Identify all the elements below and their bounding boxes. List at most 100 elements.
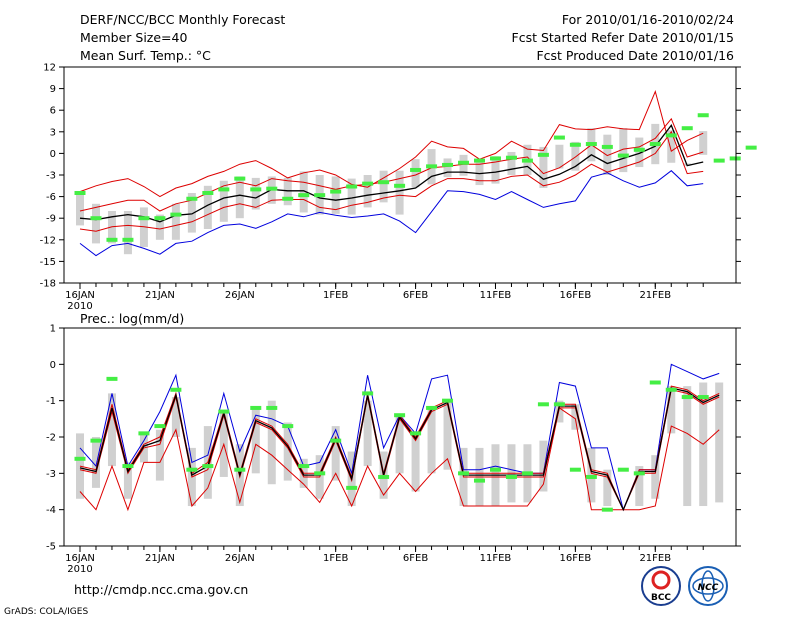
x-tick-label: 21FEB xyxy=(639,290,671,301)
x-tick-label: 16JAN xyxy=(65,290,95,301)
spread-box xyxy=(715,382,724,503)
observed-marker xyxy=(649,380,661,385)
spread-box xyxy=(603,469,612,507)
observed-marker xyxy=(426,164,438,169)
spread-box xyxy=(171,397,180,437)
observed-marker xyxy=(665,133,677,138)
x-tick-label: 16FEB xyxy=(560,290,592,301)
spread-box xyxy=(187,193,196,233)
observed-marker xyxy=(458,160,470,165)
observed-marker xyxy=(474,478,485,483)
produced-date: Fcst Produced Date 2010/01/16 xyxy=(536,48,734,63)
observed-marker xyxy=(314,471,326,476)
observed-marker xyxy=(745,145,757,150)
y-tick-label: -9 xyxy=(46,214,56,225)
observed-marker xyxy=(394,183,406,188)
x-tick-label: 1FEB xyxy=(323,553,348,564)
observed-marker xyxy=(330,189,342,194)
observed-marker xyxy=(426,405,438,410)
spread-box xyxy=(651,455,660,499)
forecast-period: For 2010/01/16-2010/02/24 xyxy=(562,12,734,27)
spread-box xyxy=(395,415,404,474)
observed-marker xyxy=(681,395,693,400)
spread-box xyxy=(76,433,84,499)
x-tick-label: 21JAN xyxy=(145,290,175,301)
observed-marker xyxy=(298,464,310,469)
observed-marker xyxy=(314,193,326,198)
x-tick-label: 26JAN xyxy=(225,553,255,564)
variable-label: Mean Surf. Temp.: °C xyxy=(80,48,211,63)
x-year-label: 2010 xyxy=(67,564,92,575)
spread-box xyxy=(379,170,388,203)
y-tick-label: -18 xyxy=(40,279,56,290)
spread-box xyxy=(459,154,468,176)
observed-marker xyxy=(170,387,182,392)
observed-marker xyxy=(474,158,485,163)
series-ensemble-max xyxy=(79,170,704,257)
observed-marker xyxy=(585,474,597,479)
spread-box xyxy=(251,407,260,474)
bcc-logo: BCC xyxy=(641,566,681,606)
observed-marker xyxy=(537,402,549,407)
observed-marker xyxy=(442,162,454,167)
spread-box xyxy=(443,400,452,470)
x-tick-label: 16FEB xyxy=(560,553,592,564)
observed-marker xyxy=(649,142,661,147)
observed-marker xyxy=(458,471,470,476)
observed-marker xyxy=(633,147,645,152)
y-tick-label: -2 xyxy=(46,433,56,444)
observed-marker xyxy=(505,155,517,160)
observed-marker xyxy=(106,237,118,242)
x-tick-label: 6FEB xyxy=(403,290,428,301)
observed-marker xyxy=(346,184,358,189)
observed-marker xyxy=(410,167,422,172)
spread-box xyxy=(635,137,644,168)
x-tick-label: 11FEB xyxy=(480,553,512,564)
y-tick-label: 0 xyxy=(50,149,56,160)
spread-box xyxy=(331,426,340,481)
spread-box xyxy=(251,177,260,210)
spread-box xyxy=(555,144,564,169)
y-tick-label: -12 xyxy=(40,235,56,246)
y-tick-label: 0 xyxy=(50,360,56,371)
observed-marker xyxy=(74,456,86,461)
spread-box xyxy=(203,185,212,229)
observed-marker xyxy=(250,405,262,410)
y-tick-label: -15 xyxy=(40,257,56,268)
observed-marker xyxy=(505,474,517,479)
observed-marker xyxy=(266,405,278,410)
observed-marker xyxy=(553,402,565,407)
x-tick-label: 11FEB xyxy=(480,290,512,301)
x-tick-label: 21JAN xyxy=(145,553,175,564)
observed-marker xyxy=(601,144,613,149)
observed-marker xyxy=(234,176,246,181)
x-tick-label: 26JAN xyxy=(225,290,255,301)
series-mean-sd xyxy=(79,130,704,232)
spread-box xyxy=(635,466,644,507)
y-tick-label: 6 xyxy=(50,106,56,117)
spread-box xyxy=(507,151,516,175)
precip-label: Prec.: log(mm/d) xyxy=(80,311,184,326)
observed-marker xyxy=(713,158,725,163)
y-tick-label: -4 xyxy=(46,505,56,516)
spread-box xyxy=(283,177,292,206)
bcc-logo-text: BCC xyxy=(651,593,671,603)
ncc-logo-text: NCC xyxy=(698,583,719,593)
observed-marker xyxy=(106,376,118,381)
ncc-logo: NCC xyxy=(688,566,728,606)
observed-marker xyxy=(330,438,342,443)
spread-box xyxy=(76,193,84,226)
spread-box xyxy=(667,130,676,163)
observed-marker xyxy=(378,474,390,479)
member-size: Member Size=40 xyxy=(80,30,187,45)
source-url: http://cmdp.ncc.cma.gov.cn xyxy=(74,582,248,597)
x-tick-label: 1FEB xyxy=(323,290,348,301)
spread-box xyxy=(155,214,164,240)
observed-marker xyxy=(601,507,613,512)
spread-box xyxy=(123,462,132,499)
observed-marker xyxy=(617,153,629,158)
observed-marker xyxy=(90,438,102,443)
observed-marker xyxy=(362,391,374,396)
observed-marker xyxy=(202,464,214,469)
y-tick-label: -6 xyxy=(46,192,56,203)
